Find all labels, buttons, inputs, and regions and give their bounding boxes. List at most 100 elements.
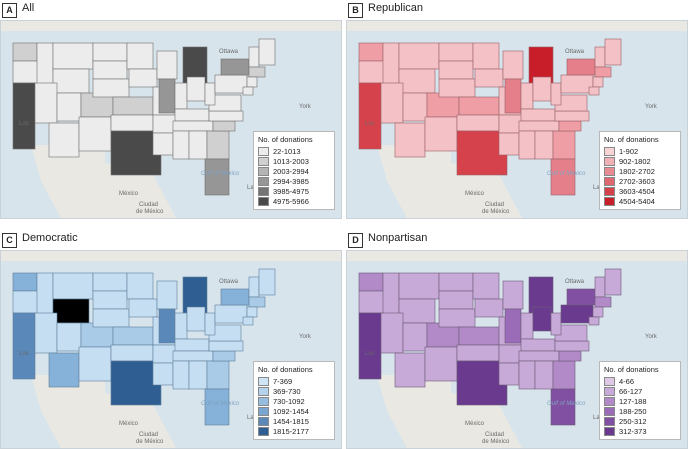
state-az[interactable]	[48, 352, 80, 388]
state-ia[interactable]	[474, 68, 504, 88]
state-ga[interactable]	[206, 130, 230, 160]
state-oh[interactable]	[532, 76, 552, 102]
state-sd[interactable]	[438, 60, 474, 80]
state-wv[interactable]	[204, 82, 216, 106]
state-wy[interactable]	[398, 68, 436, 94]
state-wv[interactable]	[550, 312, 562, 336]
state-fl[interactable]	[204, 158, 230, 196]
state-nc[interactable]	[554, 110, 590, 122]
state-oh[interactable]	[532, 306, 552, 332]
state-mt[interactable]	[52, 272, 94, 300]
state-nv[interactable]	[380, 312, 404, 354]
state-ks[interactable]	[458, 96, 500, 116]
state-ok[interactable]	[456, 344, 500, 362]
state-sc[interactable]	[212, 350, 236, 362]
state-ne[interactable]	[92, 308, 130, 328]
state-fl[interactable]	[550, 158, 576, 196]
state-me[interactable]	[258, 38, 276, 66]
state-vt[interactable]	[248, 276, 260, 298]
state-ok[interactable]	[456, 114, 500, 132]
state-sd[interactable]	[92, 60, 128, 80]
state-nv[interactable]	[380, 82, 404, 124]
state-wa[interactable]	[12, 42, 38, 62]
state-id[interactable]	[36, 272, 54, 316]
state-il[interactable]	[158, 308, 176, 344]
state-nm[interactable]	[424, 346, 458, 382]
state-nc[interactable]	[208, 110, 244, 122]
state-ks[interactable]	[112, 96, 154, 116]
state-or[interactable]	[12, 290, 40, 314]
state-nc[interactable]	[554, 340, 590, 352]
state-wy[interactable]	[52, 298, 90, 324]
state-ne[interactable]	[438, 78, 476, 98]
state-nj[interactable]	[592, 76, 604, 88]
state-nm[interactable]	[78, 346, 112, 382]
state-ks[interactable]	[112, 326, 154, 346]
state-sc[interactable]	[558, 350, 582, 362]
state-tn[interactable]	[518, 350, 560, 362]
state-ok[interactable]	[110, 114, 154, 132]
state-sc[interactable]	[212, 120, 236, 132]
state-ny[interactable]	[566, 58, 596, 76]
state-nd[interactable]	[438, 42, 474, 62]
state-wi[interactable]	[502, 50, 524, 80]
state-nd[interactable]	[92, 42, 128, 62]
state-ne[interactable]	[438, 308, 476, 328]
state-ga[interactable]	[206, 360, 230, 390]
state-nj[interactable]	[246, 76, 258, 88]
state-pa[interactable]	[214, 74, 248, 94]
state-id[interactable]	[382, 272, 400, 316]
state-ky[interactable]	[520, 108, 556, 122]
state-il[interactable]	[504, 78, 522, 114]
state-ut[interactable]	[56, 322, 82, 352]
state-nc[interactable]	[208, 340, 244, 352]
state-ut[interactable]	[402, 322, 428, 352]
state-oh[interactable]	[186, 306, 206, 332]
state-il[interactable]	[158, 78, 176, 114]
state-wv[interactable]	[550, 82, 562, 106]
state-wi[interactable]	[156, 280, 178, 310]
state-wy[interactable]	[398, 298, 436, 324]
state-ga[interactable]	[552, 360, 576, 390]
state-me[interactable]	[604, 268, 622, 296]
state-ia[interactable]	[128, 68, 158, 88]
state-az[interactable]	[48, 122, 80, 158]
state-id[interactable]	[36, 42, 54, 86]
state-md[interactable]	[588, 316, 600, 326]
state-ky[interactable]	[174, 108, 210, 122]
state-ia[interactable]	[128, 298, 158, 318]
state-nv[interactable]	[34, 82, 58, 124]
state-ny[interactable]	[220, 288, 250, 306]
state-nd[interactable]	[438, 272, 474, 292]
state-ky[interactable]	[174, 338, 210, 352]
state-al[interactable]	[188, 360, 208, 390]
state-vt[interactable]	[248, 46, 260, 68]
state-me[interactable]	[604, 38, 622, 66]
state-vt[interactable]	[594, 276, 606, 298]
state-ia[interactable]	[474, 298, 504, 318]
state-ca[interactable]	[358, 312, 382, 380]
state-md[interactable]	[242, 316, 254, 326]
state-al[interactable]	[534, 360, 554, 390]
state-md[interactable]	[242, 86, 254, 96]
state-md[interactable]	[588, 86, 600, 96]
state-nd[interactable]	[92, 272, 128, 292]
state-in[interactable]	[174, 312, 188, 340]
state-mn[interactable]	[126, 272, 154, 300]
state-ne[interactable]	[92, 78, 130, 98]
state-ms[interactable]	[518, 360, 536, 390]
state-wv[interactable]	[204, 312, 216, 336]
state-nm[interactable]	[78, 116, 112, 152]
state-ca[interactable]	[12, 312, 36, 380]
state-mn[interactable]	[472, 42, 500, 70]
state-tx[interactable]	[110, 360, 162, 406]
state-ga[interactable]	[552, 130, 576, 160]
state-id[interactable]	[382, 42, 400, 86]
state-ca[interactable]	[12, 82, 36, 150]
state-wa[interactable]	[358, 42, 384, 62]
state-nm[interactable]	[424, 116, 458, 152]
state-fl[interactable]	[550, 388, 576, 426]
